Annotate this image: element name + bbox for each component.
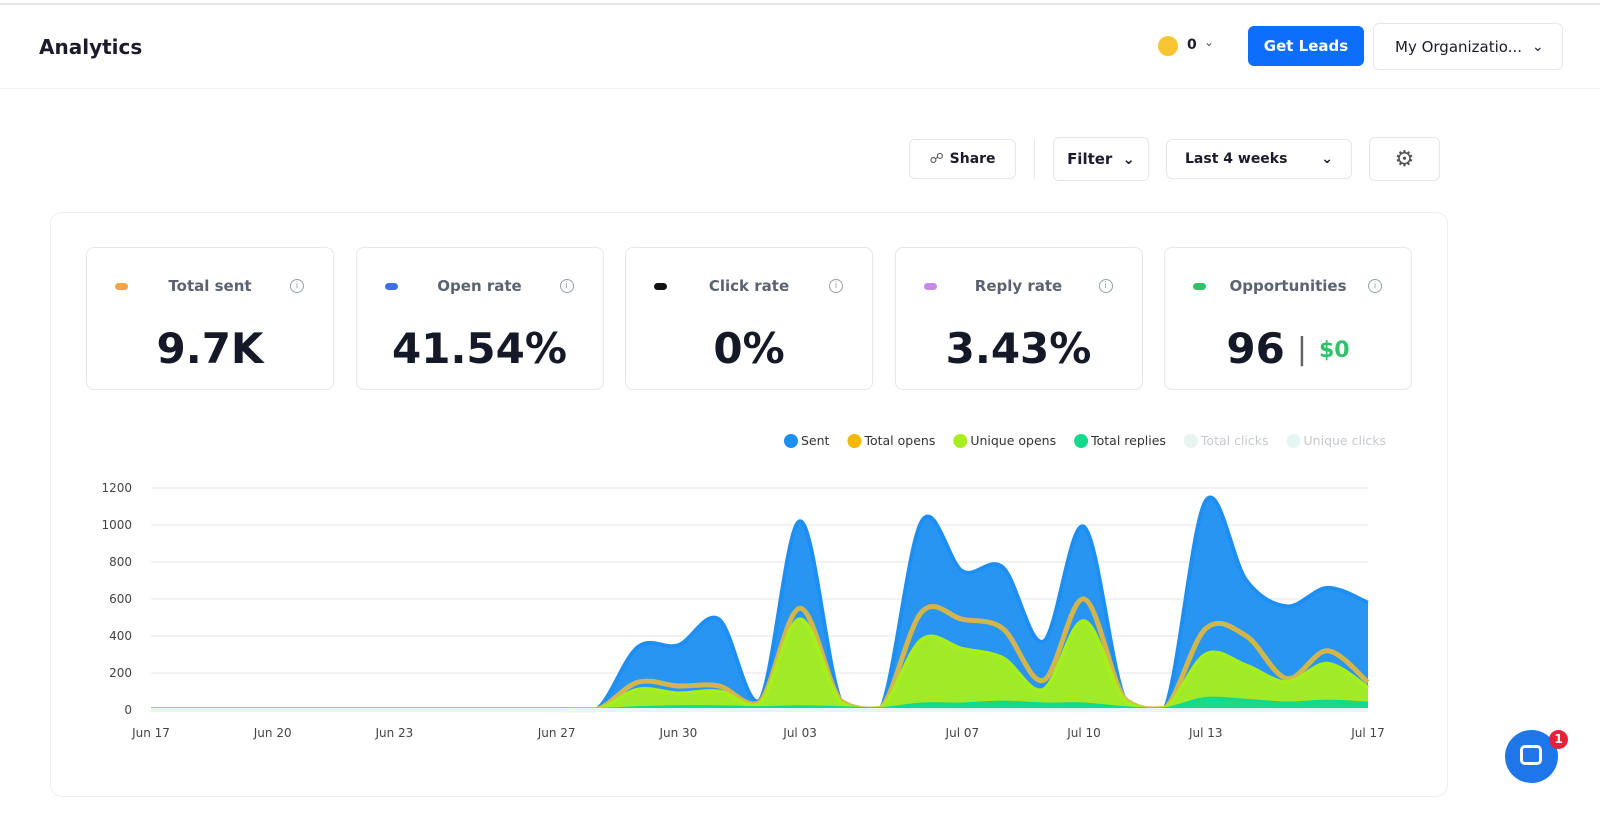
share-label: Share [949,151,996,167]
y-tick-label: 800 [109,555,132,569]
stat-card: Open rate i 41.54% [355,247,604,390]
x-tick-label: Jul 03 [782,726,817,740]
stat-number: 0% [713,324,785,373]
stat-number: 9.7K [156,324,264,373]
settings-button[interactable]: ⚙ [1369,137,1440,181]
stat-number: 3.43% [945,324,1092,373]
stat-dot [923,283,937,290]
info-icon: i [1368,279,1382,293]
y-tick-label: 1000 [101,518,132,532]
legend-label: Total replies [1090,433,1166,448]
get-leads-button[interactable]: Get Leads [1248,26,1364,66]
legend-marker [1074,434,1089,448]
x-tick-label: Jul 17 [1350,726,1385,740]
stat-label: Open rate [437,277,522,295]
org-dropdown[interactable]: My Organizatio... ⌄ [1373,23,1563,70]
share-icon: ☍ [929,151,944,167]
credit-caret: ⌄ [1204,35,1215,49]
y-tick-label: 1200 [101,481,132,495]
share-button[interactable]: ☍ Share [909,139,1016,179]
stat-number: 41.54% [392,324,567,373]
stat-label: Reply rate [974,277,1063,295]
divider [1034,139,1035,179]
y-tick-label: 600 [109,592,132,606]
header: Analytics 0 ⌄ Get Leads My Organizatio..… [0,5,1600,89]
info-icon: i [559,279,574,293]
caret: ⌄ [1321,151,1333,167]
x-tick-label: Jun 23 [374,726,413,740]
y-tick-label: 400 [109,629,132,643]
chat-badge: 1 [1549,730,1568,749]
legend-marker [784,434,798,448]
stat-value: 9.7K [87,324,333,373]
stat-extra: $0 [1318,338,1350,363]
separator: | [1296,332,1307,367]
x-tick-label: Jun 30 [658,726,697,740]
range-dropdown[interactable]: Last 4 weeks ⌄ [1166,139,1352,179]
legend-marker [847,434,862,448]
y-tick-label: 0 [124,703,132,717]
filter-button[interactable]: Filter ⌄ [1053,137,1149,181]
stat-label: Total sent [168,277,252,295]
stat-value: 96 | $0 [1165,324,1411,373]
caret: ⌄ [1122,150,1135,168]
legend-marker [1286,434,1301,448]
info-icon: i [829,279,843,293]
stat-card: Total sent i 9.7K [86,247,334,390]
analytics-card [50,212,1448,797]
range-label: Last 4 weeks [1185,151,1288,167]
x-tick-label: Jul 10 [1066,726,1101,740]
credit-count[interactable]: 0 [1187,37,1197,53]
stat-label: Click rate [708,277,790,295]
stat-dot [654,283,667,290]
legend-label: Sent [801,433,830,448]
stat-number: 96 [1226,324,1285,373]
stat-dot [1193,283,1206,290]
legend-label: Unique opens [970,433,1056,448]
legend-label: Total clicks [1200,433,1269,448]
credit-icon [1158,36,1178,56]
top-border [0,3,1600,5]
filter-label: Filter [1067,150,1113,168]
page-title: Analytics [39,35,143,59]
caret: ⌄ [1532,38,1544,55]
chat-icon [1520,745,1542,765]
stat-value: 3.43% [896,324,1142,373]
x-tick-label: Jun 17 [131,726,170,740]
area [151,619,1368,710]
legend-label: Unique clicks [1304,433,1387,448]
stat-dot [384,283,398,290]
legend-marker [1183,434,1198,448]
stat-value: 0% [626,324,872,373]
stat-dot [115,283,128,290]
area [151,698,1368,710]
stat-value: 41.54% [357,324,603,373]
x-tick-label: Jun 20 [253,726,292,740]
x-tick-label: Jul 13 [1188,726,1223,740]
info-icon: i [290,279,304,293]
info-icon: i [1098,279,1113,293]
x-tick-label: Jun 27 [537,726,576,740]
stat-card: Reply rate i 3.43% [894,247,1143,390]
y-tick-label: 200 [109,666,132,680]
legend-marker [953,434,968,448]
stat-card: Opportunities i 96 | $0 [1164,247,1412,390]
stat-label: Opportunities [1229,277,1347,295]
x-tick-label: Jul 07 [945,726,980,740]
org-name: My Organizatio... [1395,37,1523,56]
stat-card: Click rate i 0% [625,247,873,390]
legend-label: Total opens [863,433,935,448]
